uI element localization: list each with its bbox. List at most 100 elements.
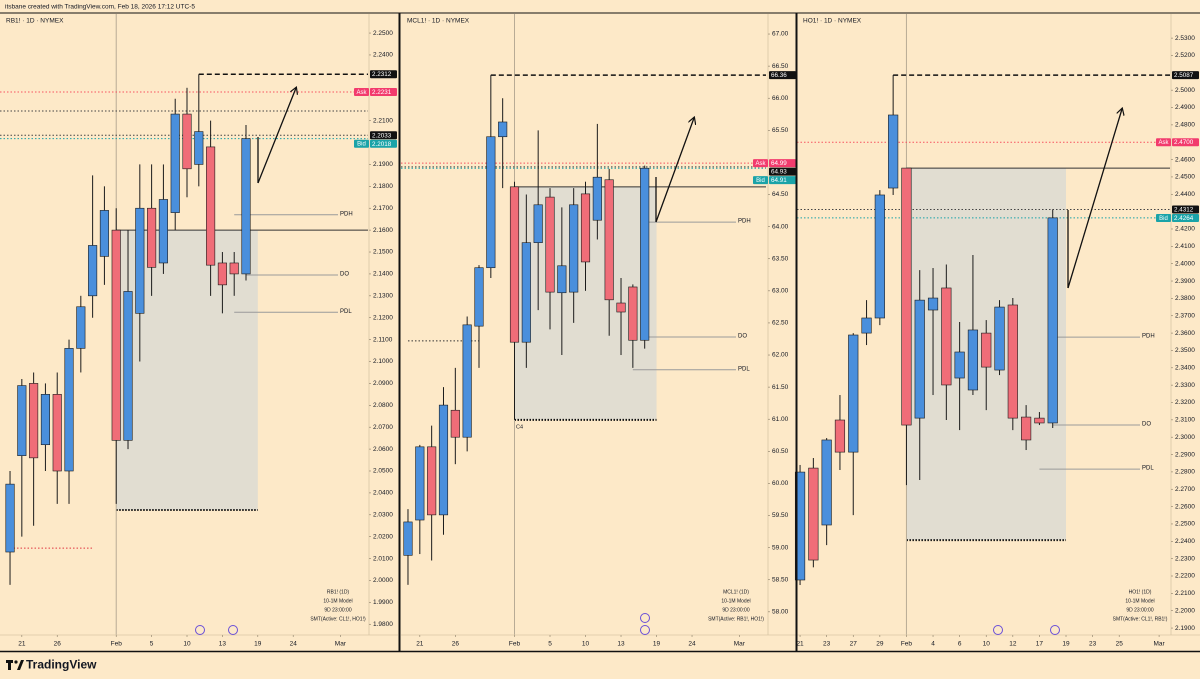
y-tick-label: 65.50 (772, 127, 789, 134)
x-tick-label: 21 (796, 641, 804, 648)
candle-body (403, 521, 413, 556)
y-tick-label: 1.9800 (373, 621, 393, 628)
candle-body (914, 299, 925, 419)
price-tag (769, 167, 796, 176)
info-line: SMT(Active: RB1!, HO1!) (708, 616, 764, 622)
y-tick-label: 1.9900 (373, 599, 393, 606)
y-tick-label: 2.0000 (373, 577, 393, 584)
x-tick-label: Mar (734, 641, 746, 648)
event-icon[interactable] (228, 625, 238, 635)
info-line: MCL1! (1D) (723, 589, 749, 595)
level-label: PDL (340, 309, 352, 315)
event-icon[interactable] (640, 625, 650, 635)
candle-body (111, 229, 121, 441)
y-tick-label: 2.4000 (1175, 260, 1195, 267)
price-tag (769, 176, 796, 185)
info-line: 10-1M Model (721, 598, 750, 604)
y-tick-label: 2.2500 (373, 30, 393, 37)
y-tick-label: 2.1100 (373, 336, 393, 343)
y-tick-label: 2.2000 (1175, 607, 1195, 614)
y-tick-label: 2.4200 (1175, 226, 1195, 233)
info-line: HO1! (1D) (1129, 589, 1152, 595)
event-icon[interactable] (993, 625, 1003, 635)
y-tick-label: 2.4100 (1175, 243, 1195, 250)
candle-body (901, 167, 912, 426)
y-tick-label: 58.00 (772, 609, 789, 616)
y-tick-label: 58.50 (772, 576, 789, 583)
candle-body (941, 287, 952, 386)
candle-body (194, 131, 204, 165)
price-tag-value: 2.2312 (372, 71, 392, 78)
event-icon[interactable] (195, 625, 205, 635)
candle-body (462, 324, 472, 438)
event-icon[interactable] (640, 613, 650, 623)
x-tick-label: 5 (548, 641, 552, 648)
y-tick-label: 2.4900 (1175, 104, 1195, 111)
candle-body (88, 245, 98, 297)
event-icon[interactable] (1050, 625, 1060, 635)
y-tick-label: 63.00 (772, 288, 789, 295)
y-tick-label: 64.00 (772, 223, 789, 230)
y-tick-label: 61.50 (772, 384, 789, 391)
x-tick-label: 27 (850, 641, 858, 648)
candle-body (521, 242, 531, 343)
y-tick-label: 2.2200 (1175, 573, 1195, 580)
price-tag-value: 2.2231 (372, 89, 392, 96)
drawing-arrow (1067, 109, 1122, 289)
candle-body (1007, 304, 1018, 419)
candle-body (888, 114, 899, 189)
candle-body (994, 306, 1005, 371)
panels: PDH DO PDL 2.2500 2.2400 2.2100 2.1900 2.1800 2.… (0, 14, 1200, 648)
y-tick-label: 2.5000 (1175, 87, 1195, 94)
y-tick-label: 2.1500 (373, 249, 393, 256)
level-label: DO (738, 334, 747, 340)
candle-body (5, 483, 15, 553)
y-tick-label: 2.2400 (373, 52, 393, 59)
y-tick-label: 2.1700 (373, 205, 393, 212)
candle-body (241, 138, 251, 275)
level-label: PDH (1142, 334, 1155, 340)
y-tick-label: 2.1900 (373, 161, 393, 168)
x-tick-label: 24 (688, 641, 696, 648)
y-tick-label: 2.0600 (373, 446, 393, 453)
y-tick-label: 2.0500 (373, 468, 393, 475)
candle-body (834, 419, 846, 453)
y-tick-label: 63.50 (772, 255, 789, 262)
x-tick-label: 26 (452, 641, 460, 648)
candle-body (438, 404, 449, 516)
candle-body (99, 210, 109, 257)
price-tag (1172, 205, 1199, 214)
candle-body (123, 291, 133, 441)
x-tick-label: 10 (582, 641, 590, 648)
candle-body (967, 329, 979, 391)
chart-panel: C4 PDH DO PDL 67.00 66.50 66.00 65.50 64.50 64.00… (401, 14, 797, 648)
x-tick-label: 23 (823, 641, 831, 648)
price-tag-value: 64.91 (771, 177, 787, 184)
candle-body (474, 267, 484, 327)
price-tag-name-box (753, 176, 768, 185)
candle-body (52, 394, 62, 472)
candle-body (170, 113, 180, 213)
info-line: RB1! (1D) (327, 589, 350, 595)
x-tick-label: 24 (290, 641, 298, 648)
candle-body (229, 262, 239, 275)
x-tick-label: Feb (509, 641, 521, 648)
price-tag-name-box (753, 159, 768, 168)
candle-body (557, 265, 567, 294)
level-label: PDL (1142, 466, 1154, 472)
candle-body (29, 383, 39, 459)
y-tick-label: 2.4400 (1175, 191, 1195, 198)
y-tick-label: 2.3100 (1175, 417, 1195, 424)
y-tick-label: 64.50 (772, 191, 789, 198)
info-line: 10-1M Model (323, 598, 352, 604)
x-tick-label: Mar (335, 641, 347, 648)
price-tag-name: Bid (357, 142, 366, 148)
x-tick-label: 19 (653, 641, 661, 648)
x-tick-label: 17 (1036, 641, 1044, 648)
candle-body (848, 334, 859, 453)
info-line: 9D 23:00:00 (722, 607, 749, 613)
level-label: DO (1142, 422, 1151, 428)
candle-body (1034, 417, 1045, 424)
y-tick-label: 2.2400 (1175, 538, 1195, 545)
